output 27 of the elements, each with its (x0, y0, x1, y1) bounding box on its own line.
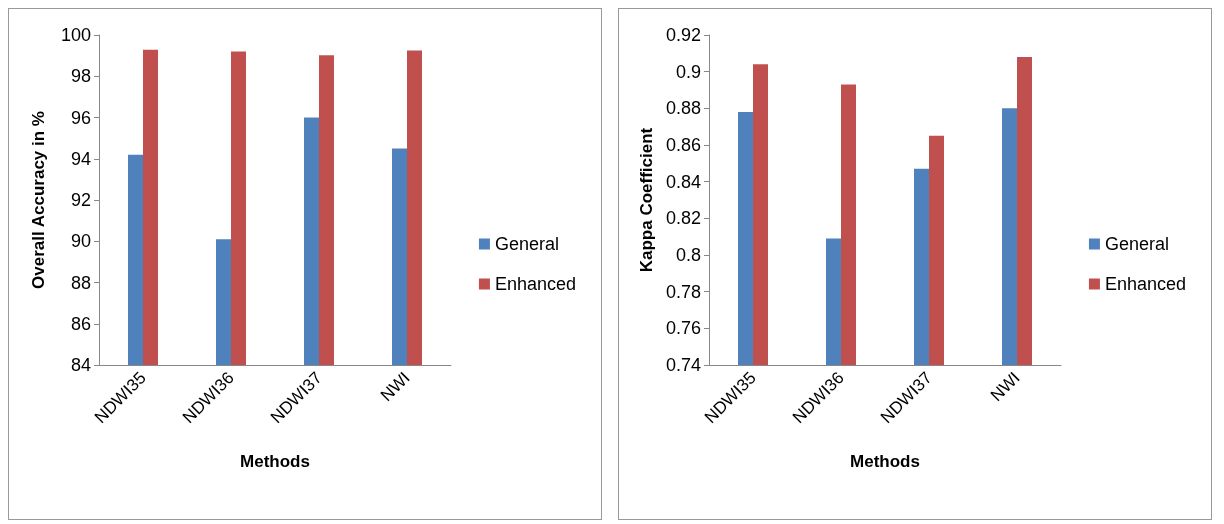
legend-label: General (494, 234, 559, 254)
legend-label: Enhanced (1104, 274, 1187, 294)
y-tick-label: 96 (70, 107, 91, 128)
y-tick-label: 0.82 (665, 208, 701, 229)
y-tick-label: 84 (70, 355, 91, 375)
y-tick-label: 98 (70, 66, 91, 87)
x-axis-title: Methods (850, 452, 920, 471)
y-tick-label: 88 (70, 272, 91, 293)
y-tick-label: 92 (70, 190, 91, 210)
y-tick-label: 90 (70, 231, 91, 252)
y-axis-title: Overall Accuracy in % (29, 111, 48, 289)
legend-label: Enhanced (494, 274, 577, 294)
y-tick-label: 0.92 (665, 25, 701, 45)
y-tick-label: 100 (60, 25, 91, 45)
y-tick-label: 0.76 (665, 318, 701, 339)
y-tick-label: 94 (70, 148, 91, 169)
y-tick-label: 0.9 (675, 61, 701, 82)
y-tick-label: 0.74 (665, 355, 701, 375)
y-tick-label: 0.8 (675, 245, 701, 265)
y-tick-label: 0.86 (665, 135, 701, 155)
y-tick-label: 0.88 (665, 98, 701, 119)
x-axis-title: Methods (240, 452, 310, 471)
y-axis-title: Kappa Coefficient (637, 127, 657, 273)
y-tick-label: 0.78 (665, 281, 701, 302)
y-tick-label: 0.84 (665, 171, 701, 192)
legend-label: General (1104, 234, 1169, 254)
y-tick-label: 86 (70, 313, 91, 334)
